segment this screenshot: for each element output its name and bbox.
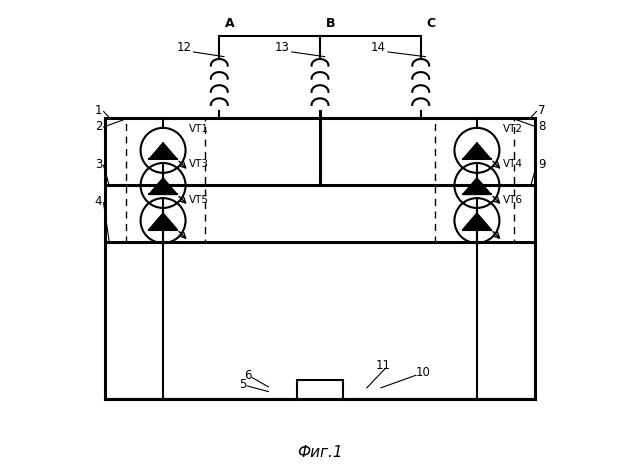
Text: 7: 7 [538,104,545,117]
Text: 5: 5 [239,378,246,391]
Text: 8: 8 [538,120,545,133]
Text: VT1: VT1 [189,124,209,134]
Text: VT5: VT5 [189,194,209,204]
Text: Rн: Rн [312,383,328,396]
Text: VT3: VT3 [189,159,209,169]
Polygon shape [463,178,491,194]
Text: 4: 4 [95,195,102,209]
Polygon shape [149,213,177,229]
Text: 14: 14 [371,41,386,54]
Text: 2: 2 [95,120,102,133]
FancyBboxPatch shape [296,380,344,399]
Text: C: C [426,18,435,30]
Text: 12: 12 [177,41,191,54]
Text: VT2: VT2 [502,124,523,134]
Polygon shape [463,143,491,159]
Text: 3: 3 [95,158,102,171]
Text: Фиг.1: Фиг.1 [297,445,343,460]
Text: 1: 1 [95,104,102,117]
Text: 11: 11 [376,359,391,372]
Polygon shape [149,143,177,159]
Polygon shape [149,178,177,194]
Text: B: B [326,18,335,30]
Text: 13: 13 [275,41,290,54]
Text: A: A [225,18,234,30]
Polygon shape [463,213,491,229]
Text: 6: 6 [244,369,251,382]
Text: VT4: VT4 [502,159,523,169]
Text: 10: 10 [415,366,431,379]
Text: VT6: VT6 [502,194,523,204]
Text: 9: 9 [538,158,545,171]
